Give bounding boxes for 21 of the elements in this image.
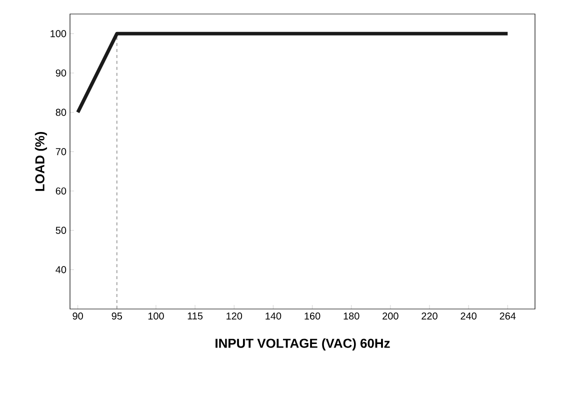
x-tick-label: 264 [500,312,516,320]
x-tick-label: 95 [112,312,122,320]
x-tick-label: 220 [422,312,438,320]
y-tick-label: 80 [56,108,66,116]
x-tick-label: 200 [382,312,398,320]
y-tick-label: 50 [56,226,66,234]
x-tick-label: 115 [188,312,203,320]
x-tick-label: 140 [266,312,282,320]
y-tick-label: 100 [50,30,66,38]
x-tick-label: 180 [344,312,360,320]
x-tick-label: 100 [148,312,164,320]
y-tick-label: 70 [56,148,66,156]
x-tick-label: 240 [460,312,476,320]
y-axis-title: LOAD (%) [34,132,47,191]
x-tick-label: 90 [72,312,83,320]
x-tick-label: 120 [226,312,242,320]
y-tick-label: 40 [56,266,66,274]
y-tick-label: 90 [56,69,66,77]
y-tick-label: 60 [56,187,66,195]
x-tick-label: 160 [304,312,320,320]
x-axis-title: INPUT VOLTAGE (VAC) 60Hz [216,338,390,350]
